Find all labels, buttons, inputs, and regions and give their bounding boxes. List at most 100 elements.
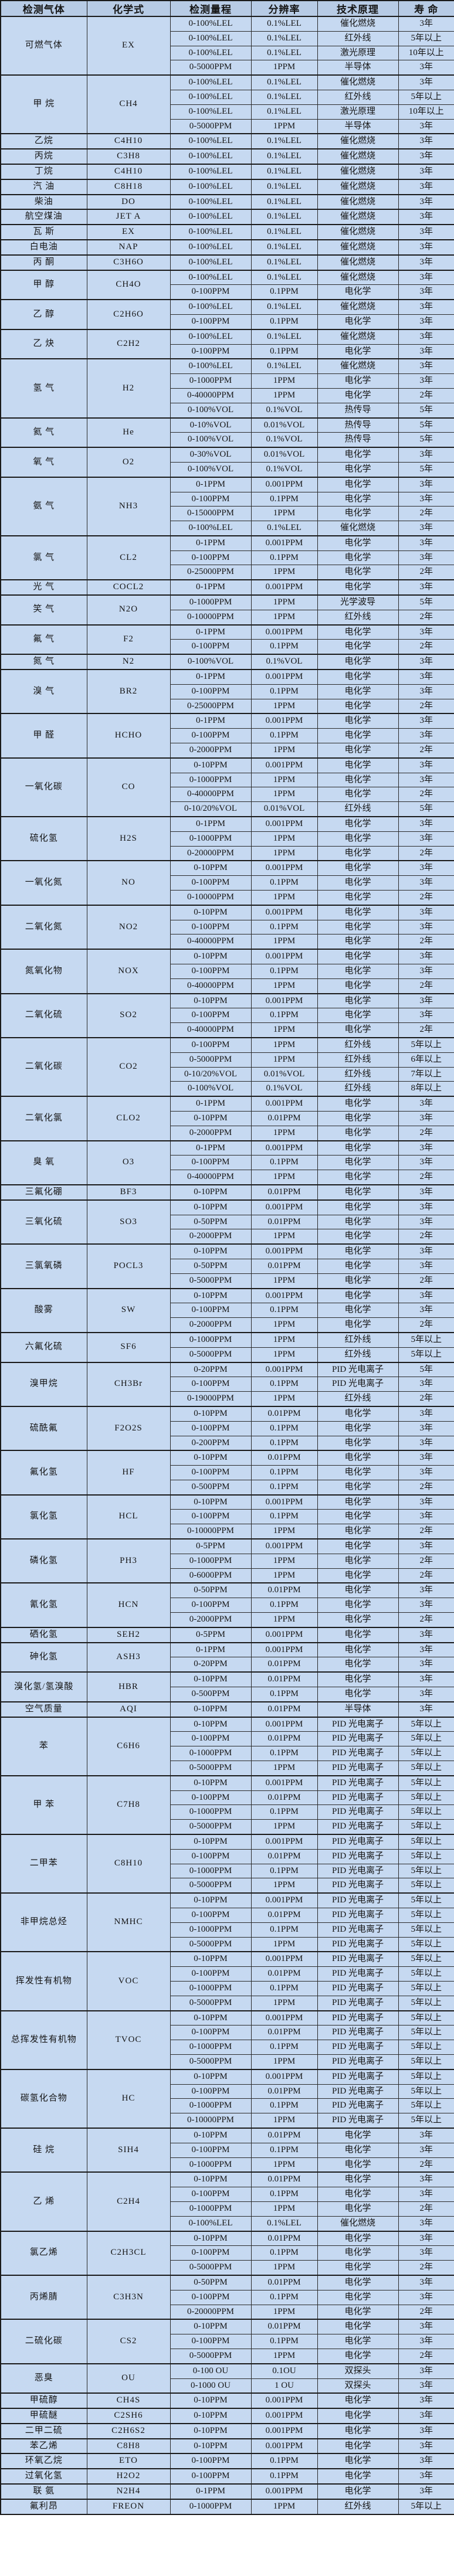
gas-name-cell: 可燃气体 xyxy=(0,15,87,76)
lifespan-cell: 5年以上 xyxy=(398,1966,454,1982)
range-cell: 0-10PPM xyxy=(170,2319,252,2335)
lifespan-cell: 3年 xyxy=(398,2215,454,2232)
gas-name-cell: 乙 烯 xyxy=(0,2171,87,2232)
gas-name-cell: 甲 醇 xyxy=(0,269,87,300)
range-cell: 0-100PPM xyxy=(170,550,252,566)
principle-cell: 电化学 xyxy=(317,2245,399,2261)
lifespan-cell: 3年 xyxy=(398,2422,454,2439)
lifespan-cell: 3年 xyxy=(398,2363,454,2379)
resolution-cell: 0.1%VOL xyxy=(250,402,318,419)
range-cell: 0-100PPM xyxy=(170,1377,252,1392)
resolution-cell: 0.1PPM xyxy=(250,1980,318,1996)
resolution-cell: 0.1%LEL xyxy=(250,178,318,195)
principle-cell: 电化学 xyxy=(317,1626,399,1643)
lifespan-cell: 3年 xyxy=(398,60,454,76)
formula-cell: N2O xyxy=(86,594,171,626)
range-cell: 0-100%LEL xyxy=(170,30,252,46)
resolution-cell: 0.1PPM xyxy=(250,1303,318,1318)
gas-name-cell: 甲硫醇 xyxy=(0,2393,87,2409)
table-row: 氢 气 H2 0-100%LEL 0.1%LEL 催化燃烧 3年 xyxy=(0,358,454,419)
gas-sensor-spec-table: 检测气体 化学式 检测量程 分辨率 技术原理 寿 命 可燃气体 EX 0-100%L… xyxy=(0,0,454,2515)
resolution-cell: 1PPM xyxy=(250,2498,318,2515)
resolution-cell: 0.1%LEL xyxy=(250,209,318,225)
formula-cell: C4H10 xyxy=(86,163,171,180)
table-row: 0-2000PPM 1PPM 电化学 2年 xyxy=(1,1612,454,1628)
formula-cell: CH4O xyxy=(86,269,171,300)
table-row: 氟利昂 FREON 0-1000PPM 1PPM 红外线 5年以上 xyxy=(0,2498,454,2515)
table-row: 0-100PPM 0.1PPM 电化学 3年 xyxy=(1,1598,454,1613)
formula-cell: HC xyxy=(86,2068,171,2129)
resolution-cell: 0.1%LEL xyxy=(250,224,318,240)
range-cell: 0-50PPM xyxy=(170,1258,252,1274)
principle-cell: 电化学 xyxy=(317,1170,399,1185)
range-cell: 0-100PPM xyxy=(170,919,252,935)
lifespan-cell: 3年 xyxy=(398,2289,454,2305)
table-row: 0-100PPM 0.1PPM 电化学 3年 xyxy=(1,728,454,744)
lifespan-cell: 2年 xyxy=(398,2348,454,2364)
table-row: 氟 气 F2 0-1PPM 0.001PPM 电化学 3年 xyxy=(0,624,454,655)
range-cell: 0-10PPM xyxy=(170,2127,252,2143)
gas-name-cell: 甲 烷 xyxy=(0,74,87,134)
resolution-cell: 0.01PPM xyxy=(250,1405,318,1422)
range-cell: 0-5000PPM xyxy=(170,1936,252,1952)
lifespan-cell: 3年 xyxy=(398,2453,454,2469)
gas-name-cell: 酸雾 xyxy=(0,1287,87,1333)
range-cell: 0-100%LEL xyxy=(170,328,252,345)
lifespan-cell: 3年 xyxy=(398,2468,454,2485)
table-row: 氦 气 He 0-10%VOL 0.01%VOL 热传导 5年 xyxy=(0,417,454,448)
principle-cell: 激光原理 xyxy=(317,104,399,120)
lifespan-cell: 3年 xyxy=(398,209,454,225)
table-row: 三氟化硼 BF3 0-10PPM 0.01PPM 电化学 3年 xyxy=(0,1184,454,1201)
range-cell: 0-100PPM xyxy=(170,2334,252,2349)
principle-cell: PID 光电离子 xyxy=(317,1892,399,1909)
table-row: 0-5000PPM 1PPM 红外线 6年以上 xyxy=(1,1052,454,1068)
resolution-cell: 1PPM xyxy=(250,594,318,610)
gas-name-cell: 氯乙烯 xyxy=(0,2230,87,2276)
lifespan-cell: 5年 xyxy=(398,594,454,610)
gas-name-cell: 氟利昂 xyxy=(0,2498,87,2515)
resolution-cell: 1PPM xyxy=(250,831,318,847)
resolution-cell: 0.01PPM xyxy=(250,1582,318,1599)
lifespan-cell: 3年 xyxy=(398,2393,454,2409)
range-cell: 0-100%LEL xyxy=(170,239,252,256)
table-row: 柴油 DO 0-100%LEL 0.1%LEL 催化燃烧 3年 xyxy=(0,193,454,210)
gas-name-cell: 过氧化氢 xyxy=(0,2468,87,2485)
resolution-cell: 0.001PPM xyxy=(250,2393,318,2409)
lifespan-cell: 2年 xyxy=(398,1022,454,1038)
principle-cell: PID 光电离子 xyxy=(317,2098,399,2114)
range-cell: 0-10PPM xyxy=(170,1199,252,1215)
resolution-cell: 0.01PPM xyxy=(250,2274,318,2290)
principle-cell: 电化学 xyxy=(317,344,399,359)
gas-name-cell: 氧 气 xyxy=(0,447,87,478)
lifespan-cell: 3年 xyxy=(398,1701,454,1718)
lifespan-cell: 5年以上 xyxy=(398,1848,454,1864)
principle-cell: 电化学 xyxy=(317,373,399,389)
range-cell: 0-10PPM xyxy=(170,2408,252,2424)
principle-cell: 催化燃烧 xyxy=(317,148,399,165)
range-cell: 0-10PPM xyxy=(170,1701,252,1718)
lifespan-cell: 3年 xyxy=(398,1214,454,1230)
principle-cell: 电化学 xyxy=(317,1125,399,1141)
table-row: 0-100PPM 0.01PPM PID 光电离子 5年以上 xyxy=(1,2025,454,2041)
resolution-cell: 0.001PPM xyxy=(250,2068,318,2085)
principle-cell: 电化学 xyxy=(317,1303,399,1318)
range-cell: 0-100%LEL xyxy=(170,104,252,120)
formula-cell: COCL2 xyxy=(86,579,171,596)
formula-cell: SIH4 xyxy=(86,2127,171,2173)
lifespan-cell: 3年 xyxy=(398,860,454,876)
principle-cell: 电化学 xyxy=(317,1214,399,1230)
formula-cell: CO xyxy=(86,757,171,817)
range-cell: 0-1000PPM xyxy=(170,1980,252,1996)
principle-cell: 电化学 xyxy=(317,1612,399,1628)
range-cell: 0-100PPM xyxy=(170,1790,252,1806)
principle-cell: PID 光电离子 xyxy=(317,2010,399,2026)
lifespan-cell: 2年 xyxy=(398,1125,454,1141)
principle-cell: 电化学 xyxy=(317,1096,399,1112)
lifespan-cell: 8年以上 xyxy=(398,1081,454,1097)
formula-cell: N2H4 xyxy=(86,2483,171,2500)
principle-cell: 电化学 xyxy=(317,461,399,478)
range-cell: 0-5000PPM xyxy=(170,1878,252,1894)
table-row: 0-25000PPM 1PPM 电化学 2年 xyxy=(1,698,454,714)
range-cell: 0-500PPM xyxy=(170,1687,252,1702)
formula-cell: C8H10 xyxy=(86,1834,171,1894)
